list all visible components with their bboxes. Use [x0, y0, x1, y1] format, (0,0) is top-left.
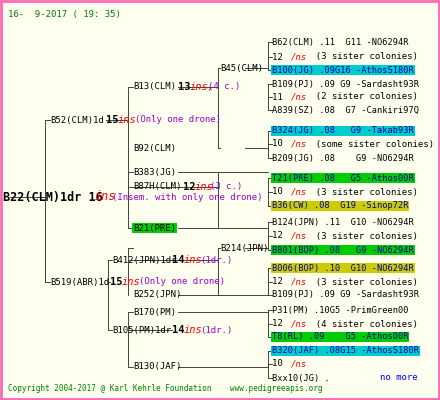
Text: 15: 15: [106, 115, 118, 125]
Text: ins: ins: [122, 277, 141, 287]
Text: B412(JPN)1dr: B412(JPN)1dr: [112, 256, 176, 264]
Text: B320(JAF) .08G15 -AthosS180R: B320(JAF) .08G15 -AthosS180R: [272, 346, 419, 356]
Text: (3 sister colonies): (3 sister colonies): [305, 52, 418, 62]
Text: (4 sister colonies): (4 sister colonies): [305, 320, 418, 328]
Text: B109(PJ) .09 G9 -Sardasht93R: B109(PJ) .09 G9 -Sardasht93R: [272, 290, 419, 300]
Text: B13(CLM): B13(CLM): [133, 82, 176, 92]
Text: 10: 10: [272, 188, 293, 196]
Text: Bxx10(JG) .: Bxx10(JG) .: [272, 374, 330, 382]
Text: (Insem. with only one drone): (Insem. with only one drone): [112, 192, 263, 202]
Text: 14: 14: [172, 255, 184, 265]
Text: B92(CLM): B92(CLM): [133, 144, 176, 152]
Text: ins: ins: [118, 115, 137, 125]
Text: B36(CW) .08  G19 -Sinop72R: B36(CW) .08 G19 -Sinop72R: [272, 202, 408, 210]
Text: no more: no more: [380, 374, 418, 382]
Text: 12: 12: [272, 52, 293, 62]
Text: B324(JG) .08   G9 -Takab93R: B324(JG) .08 G9 -Takab93R: [272, 126, 414, 136]
Text: (3 sister colonies): (3 sister colonies): [305, 232, 418, 240]
Text: T21(PRE) .08   G5 -Athos00R: T21(PRE) .08 G5 -Athos00R: [272, 174, 414, 182]
Text: /ns: /ns: [291, 92, 307, 102]
Text: B87H(CLM): B87H(CLM): [133, 182, 181, 192]
Text: ins: ins: [184, 325, 203, 335]
Text: B45(CLM): B45(CLM): [220, 64, 263, 72]
Text: /ns: /ns: [291, 140, 307, 148]
Text: /ns: /ns: [291, 232, 307, 240]
Text: Copyright 2004-2017 @ Karl Kehrle Foundation    www.pedigreeapis.org: Copyright 2004-2017 @ Karl Kehrle Founda…: [8, 384, 323, 393]
Text: /ns: /ns: [291, 52, 307, 62]
Text: ins: ins: [95, 190, 116, 204]
Text: B109(PJ) .09 G9 -Sardasht93R: B109(PJ) .09 G9 -Sardasht93R: [272, 80, 419, 88]
Text: B383(JG): B383(JG): [133, 168, 176, 176]
Text: 16-  9-2017 ( 19: 35): 16- 9-2017 ( 19: 35): [8, 10, 121, 19]
Text: 10: 10: [272, 360, 293, 368]
Text: 14: 14: [172, 325, 184, 335]
Text: A839(SZ) .08  G7 -Cankiri97Q: A839(SZ) .08 G7 -Cankiri97Q: [272, 106, 419, 114]
Text: B252(JPN): B252(JPN): [133, 290, 181, 300]
Text: (2 sister colonies): (2 sister colonies): [305, 92, 418, 102]
Text: ins: ins: [184, 255, 203, 265]
Text: B21(PRE): B21(PRE): [133, 224, 176, 232]
Text: B214(JPN): B214(JPN): [220, 244, 268, 252]
Text: B105(PM)1dr: B105(PM)1dr: [112, 326, 171, 334]
Text: T8(RL) .09    G5 -Athos00R: T8(RL) .09 G5 -Athos00R: [272, 332, 408, 342]
Text: (Only one drone): (Only one drone): [139, 278, 225, 286]
Text: B100(JG) .09G16 -AthosS180R: B100(JG) .09G16 -AthosS180R: [272, 66, 414, 74]
Text: 10: 10: [272, 140, 293, 148]
Text: 12: 12: [272, 320, 293, 328]
Text: P31(PM) .10G5 -PrimGreen00: P31(PM) .10G5 -PrimGreen00: [272, 306, 408, 314]
Text: (3 sister colonies): (3 sister colonies): [305, 188, 418, 196]
Text: (Only one drone): (Only one drone): [135, 116, 221, 124]
Text: (3 c.): (3 c.): [210, 182, 242, 192]
Text: /ns: /ns: [291, 278, 307, 286]
Text: (1dr.): (1dr.): [200, 326, 232, 334]
Text: /ns: /ns: [291, 320, 307, 328]
Text: (1dr.): (1dr.): [200, 256, 232, 264]
Text: B209(JG) .08    G9 -NO6294R: B209(JG) .08 G9 -NO6294R: [272, 154, 414, 162]
Text: (3 sister colonies): (3 sister colonies): [305, 278, 418, 286]
Text: B006(BOP) .10  G10 -NO6294R: B006(BOP) .10 G10 -NO6294R: [272, 264, 414, 272]
Text: 12: 12: [183, 182, 195, 192]
Text: B124(JPN) .11  G10 -NO6294R: B124(JPN) .11 G10 -NO6294R: [272, 218, 414, 226]
Text: /ns: /ns: [291, 188, 307, 196]
Text: B62(CLM) .11  G11 -NO6294R: B62(CLM) .11 G11 -NO6294R: [272, 38, 408, 46]
Text: B130(JAF): B130(JAF): [133, 362, 181, 372]
Text: B801(BOP) .08   G9 -NO6294R: B801(BOP) .08 G9 -NO6294R: [272, 246, 414, 254]
Text: ins,: ins,: [190, 82, 215, 92]
Text: 11: 11: [272, 92, 293, 102]
Text: (some sister colonies): (some sister colonies): [305, 140, 434, 148]
Text: (4 c.): (4 c.): [208, 82, 240, 92]
Text: 12: 12: [272, 232, 293, 240]
Text: /ns: /ns: [291, 360, 307, 368]
Text: B22(CLM)1dr 16: B22(CLM)1dr 16: [3, 190, 103, 204]
Text: 12: 12: [272, 278, 293, 286]
Text: B170(PM): B170(PM): [133, 308, 176, 316]
Text: B519(ABR)1d: B519(ABR)1d: [50, 278, 109, 286]
Text: B52(CLM)1d: B52(CLM)1d: [50, 116, 104, 124]
Text: 15: 15: [110, 277, 122, 287]
Text: 13: 13: [178, 82, 191, 92]
Text: ins: ins: [195, 182, 214, 192]
